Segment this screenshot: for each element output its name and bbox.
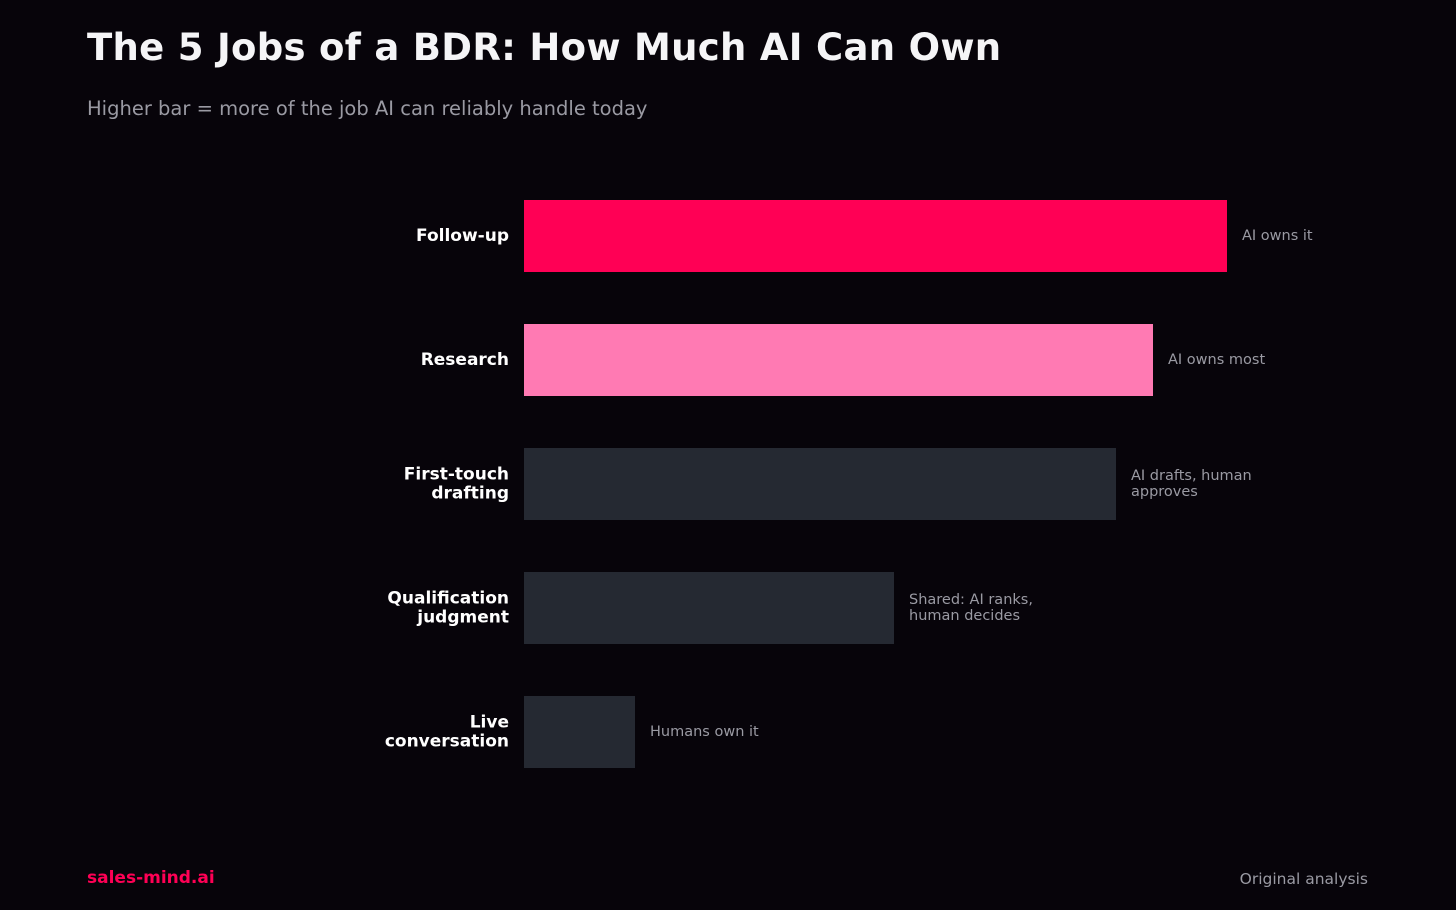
- chart-title: The 5 Jobs of a BDR: How Much AI Can Own: [87, 26, 1002, 69]
- bar-annotation: human decides: [909, 608, 1020, 624]
- bar-annotation: Shared: AI ranks,: [909, 592, 1033, 608]
- category-label: First-touch: [404, 465, 509, 485]
- bar: [524, 200, 1227, 272]
- category-label: Qualification: [387, 589, 509, 609]
- bar: [524, 448, 1116, 520]
- bar: [524, 572, 894, 644]
- bar: [524, 696, 635, 768]
- bar-annotation: Humans own it: [650, 724, 759, 740]
- bar-annotation: AI owns most: [1168, 352, 1265, 368]
- category-label: judgment: [416, 608, 509, 628]
- bar-annotation: AI owns it: [1242, 228, 1313, 244]
- chart-subtitle: Higher bar = more of the job AI can reli…: [87, 97, 648, 120]
- category-label: Live: [470, 713, 509, 733]
- category-label: Follow-up: [416, 226, 509, 246]
- bar-annotation: AI drafts, human: [1131, 468, 1252, 484]
- category-label: Research: [421, 350, 509, 370]
- brand-logo-text[interactable]: sales-mind.ai: [87, 868, 215, 888]
- bar-annotation: approves: [1131, 484, 1198, 500]
- category-label: drafting: [431, 484, 509, 504]
- bar: [524, 324, 1153, 396]
- source-note: Original analysis: [1239, 870, 1368, 888]
- category-label: conversation: [385, 732, 509, 752]
